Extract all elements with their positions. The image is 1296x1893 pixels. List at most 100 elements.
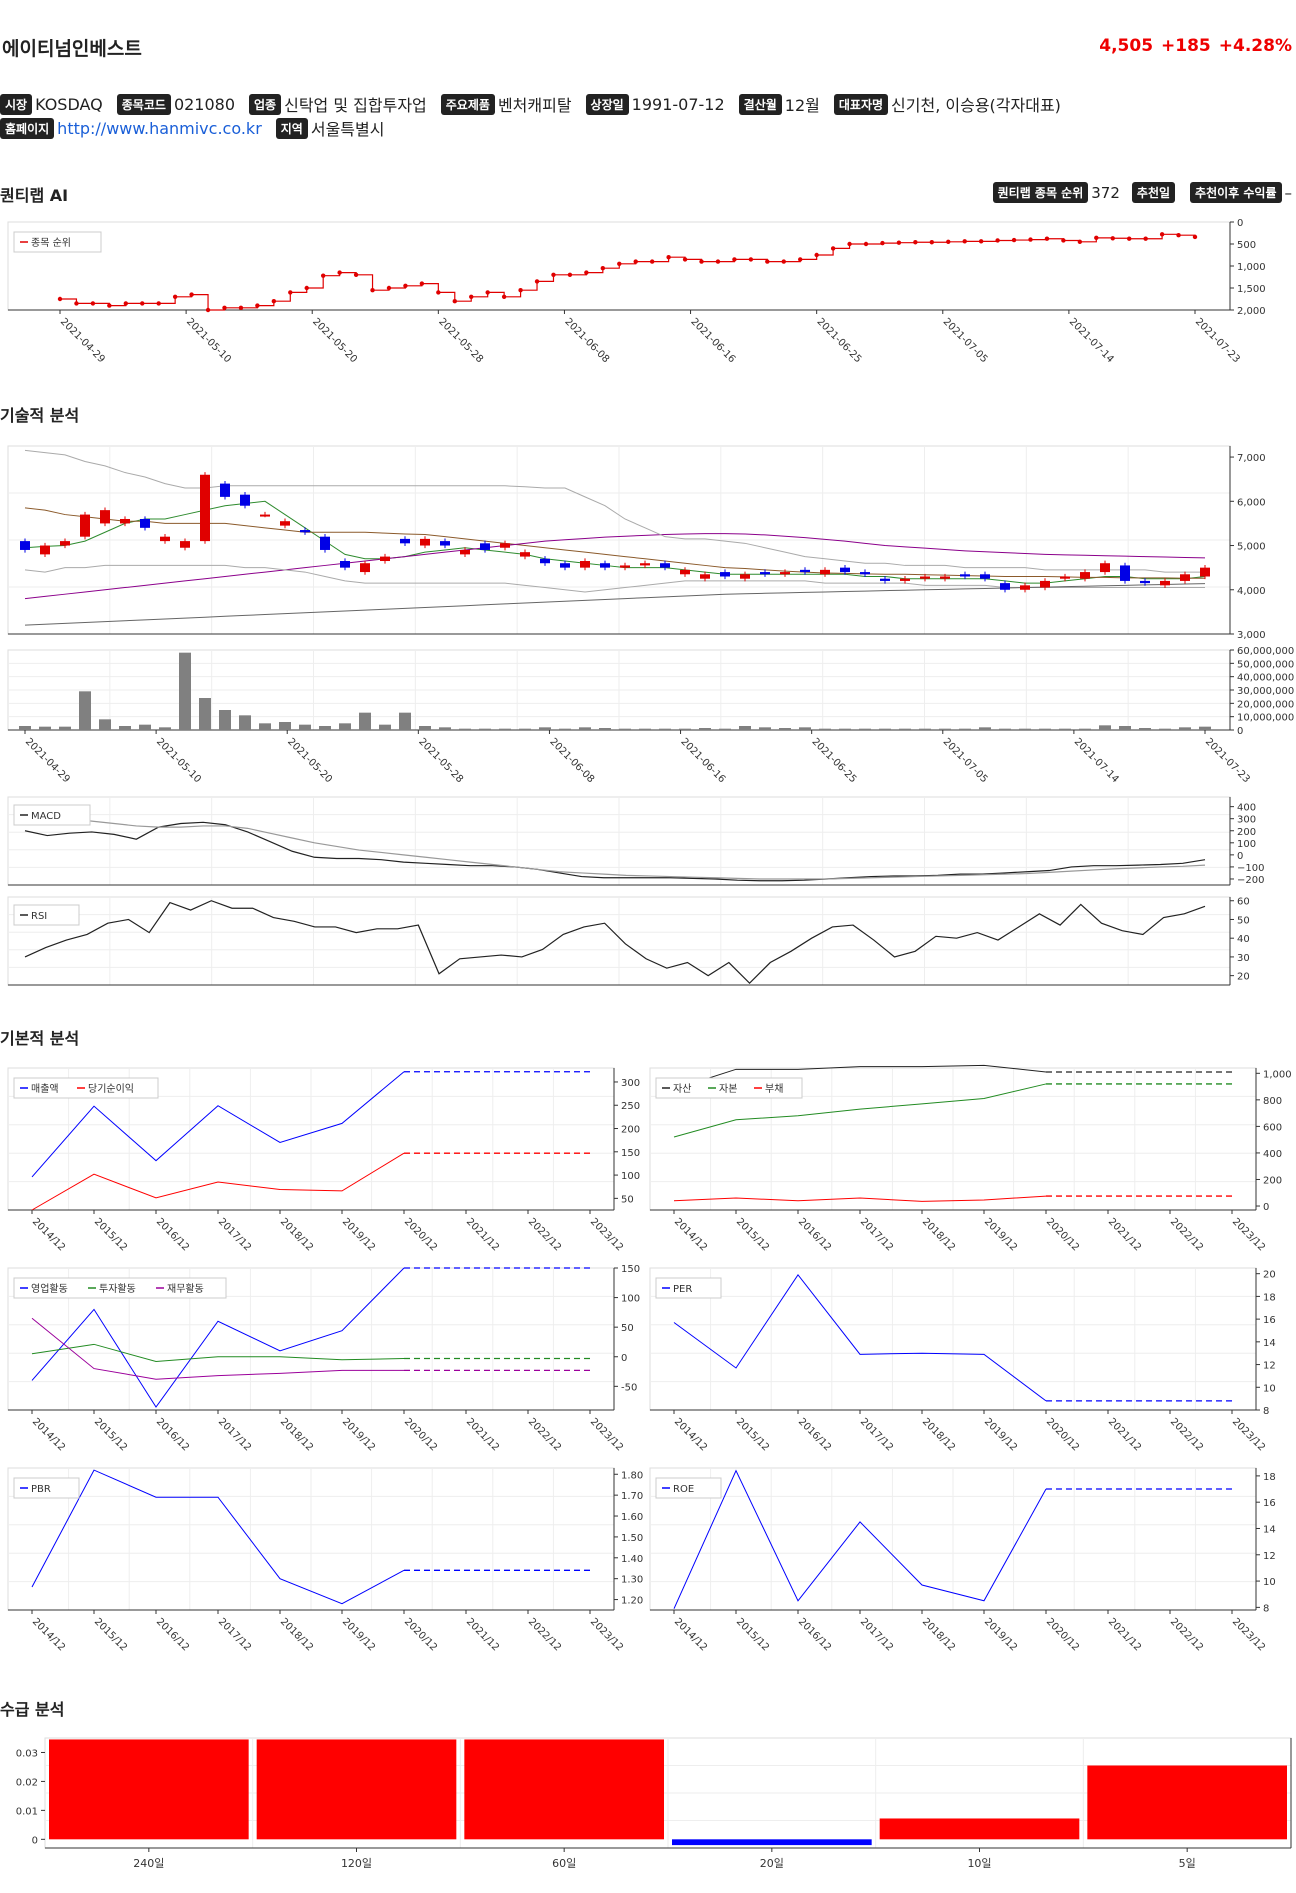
rank-point — [1110, 236, 1115, 241]
price-change-pct: +4.28% — [1218, 36, 1292, 56]
homepage-link[interactable]: http://www.hanmivc.co.kr — [57, 118, 262, 138]
x-tick-label: 2021/12 — [464, 1416, 501, 1453]
candle-body — [1100, 563, 1110, 573]
x-tick-label: 2022/12 — [1168, 1416, 1205, 1453]
candle-body — [380, 556, 390, 562]
region-value: 서울특별시 — [310, 120, 385, 139]
rank-point — [271, 299, 277, 304]
series-line-당기순이익 — [31, 1152, 405, 1211]
series-line-자본 — [673, 1083, 1047, 1138]
candle-body — [500, 543, 510, 548]
y-tick-label: 4,000 — [1237, 586, 1266, 597]
x-tick-label: 2014/12 — [30, 1616, 67, 1653]
rank-point — [1077, 239, 1083, 244]
x-tick-label: 20일 — [760, 1856, 784, 1870]
volume-bar — [1099, 725, 1111, 730]
y-tick-label: 50 — [621, 1323, 634, 1334]
y-tick-label: 8 — [1263, 1406, 1269, 1417]
y-tick-label: 12 — [1263, 1361, 1276, 1372]
supply-bar — [879, 1818, 1080, 1840]
rank-point — [913, 240, 918, 245]
rank-point — [962, 239, 967, 244]
volume-bar — [659, 728, 671, 730]
rank-point — [715, 259, 721, 264]
candle-body — [940, 576, 950, 579]
x-tick-label: 2023/12 — [588, 1616, 625, 1653]
y-tick-label: 10 — [1263, 1577, 1276, 1588]
volume-bar — [399, 712, 411, 730]
y-tick-label: 50 — [1237, 915, 1250, 926]
rank-point — [600, 266, 606, 271]
volume-bar — [1019, 728, 1031, 730]
info-row-2: 홈페이지 http://www.hanmivc.co.kr 지역 서울특별시 — [0, 116, 398, 140]
y-tick-label: 100 — [621, 1294, 640, 1305]
candle-body — [180, 541, 190, 548]
y-tick-label: 300 — [621, 1078, 640, 1089]
ai-section-title: 퀀티랩 AI — [0, 186, 69, 205]
x-tick-label: 2018/12 — [920, 1416, 957, 1453]
y-tick-label: 1,000 — [1237, 262, 1266, 273]
series-line-투자활동 — [31, 1343, 405, 1362]
supply-bar — [49, 1739, 249, 1840]
x-tick-label: 2023/12 — [1230, 1616, 1267, 1653]
candle-body — [1000, 583, 1010, 590]
x-tick-label: 2019/12 — [340, 1416, 377, 1453]
y-tick-label: 200 — [1237, 827, 1256, 838]
volume-bar — [439, 727, 451, 730]
candle-body — [740, 574, 750, 579]
y-tick-label: 30,000,000 — [1237, 686, 1294, 697]
volume-bar — [639, 728, 651, 730]
series-line-Signal — [24, 812, 1206, 880]
x-tick-label: 2022/12 — [1168, 1616, 1205, 1653]
x-tick-label: 2022/12 — [526, 1616, 563, 1653]
rank-point — [320, 273, 326, 278]
x-tick-label: 2021/12 — [464, 1216, 501, 1253]
x-tick-label: 2023/12 — [1230, 1216, 1267, 1253]
x-tick-label: 2023/12 — [588, 1216, 625, 1253]
volume-bar — [99, 719, 111, 730]
rank-point — [880, 240, 885, 246]
candle-body — [160, 536, 170, 542]
y-tick-label: 200 — [1263, 1175, 1282, 1186]
candle-body — [1120, 565, 1130, 581]
x-tick-label: 2020/12 — [402, 1416, 439, 1453]
x-tick-label: 2020/12 — [1044, 1416, 1081, 1453]
rank-point — [1061, 238, 1066, 243]
rank-point — [534, 279, 540, 284]
current-price: 4,505 — [1099, 36, 1154, 56]
rank-point — [172, 294, 178, 299]
candle-body — [560, 563, 570, 568]
y-tick-label: 2,000 — [1237, 306, 1266, 317]
volume-bar — [1179, 727, 1191, 730]
volume-bar — [59, 726, 71, 730]
volume-bar — [119, 726, 131, 730]
volume-bar — [579, 727, 591, 730]
supply-section-title: 수급 분석 — [0, 1700, 65, 1719]
candle-body — [280, 521, 290, 526]
x-tick-label: 2021-06-08 — [562, 316, 611, 365]
y-tick-label: 3,000 — [1237, 630, 1266, 641]
series-line-영업활동 — [31, 1267, 405, 1408]
x-tick-label: 2021-05-28 — [416, 736, 465, 785]
rank-point — [1143, 236, 1148, 241]
x-tick-label: 60일 — [552, 1856, 576, 1870]
y-tick-label: 0.03 — [16, 1748, 38, 1759]
x-tick-label: 2021-06-16 — [688, 316, 737, 365]
rank-point — [1011, 237, 1017, 243]
rank-point — [830, 246, 836, 251]
supply-bar — [256, 1739, 457, 1840]
homepage-label: 홈페이지 — [0, 117, 55, 139]
x-tick-label: 2018/12 — [920, 1616, 957, 1653]
y-tick-label: 400 — [1237, 803, 1256, 814]
series-line-PER — [673, 1273, 1047, 1402]
rank-point — [847, 241, 852, 247]
candle-body — [1060, 576, 1070, 579]
x-tick-label: 2016/12 — [796, 1616, 833, 1653]
candle-body — [1040, 580, 1050, 588]
x-tick-label: 2021-06-25 — [810, 736, 859, 785]
x-tick-label: 2021-07-05 — [941, 316, 990, 365]
x-tick-label: 2016/12 — [796, 1216, 833, 1253]
rank-point — [288, 290, 293, 295]
x-tick-label: 2014/12 — [30, 1216, 67, 1253]
fundamental-section-title: 기본적 분석 — [0, 1029, 80, 1048]
